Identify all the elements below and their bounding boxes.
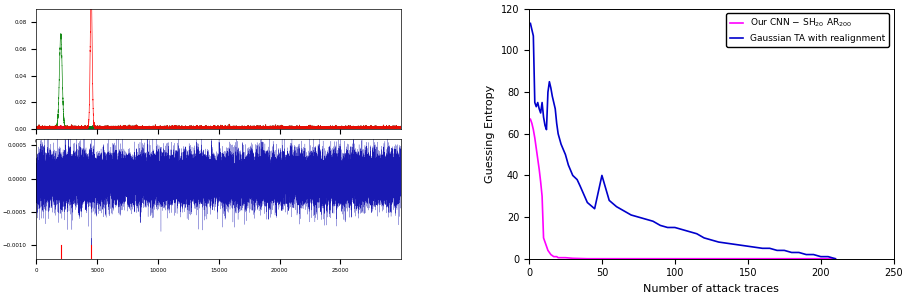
Gaussian TA with realignment	[763, 247, 774, 250]
Gaussian TA with realignment	[525, 22, 536, 25]
Our CNN − SH$_{20}$ AR$_{200}$	[537, 236, 548, 240]
Gaussian TA with realignment	[543, 80, 554, 83]
Our CNN − SH$_{20}$ AR$_{200}$	[539, 240, 550, 244]
Our CNN − SH$_{20}$ AR$_{200}$	[530, 147, 541, 150]
Line: Our CNN − SH$_{20}$ AR$_{200}$: Our CNN − SH$_{20}$ AR$_{200}$	[530, 119, 834, 259]
Our CNN − SH$_{20}$ AR$_{200}$	[542, 249, 553, 252]
Our CNN − SH$_{20}$ AR$_{200}$	[829, 257, 840, 260]
Our CNN − SH$_{20}$ AR$_{200}$	[727, 257, 738, 260]
Gaussian TA with realignment	[669, 226, 680, 229]
Our CNN − SH$_{20}$ AR$_{200}$	[698, 257, 709, 260]
Our CNN − SH$_{20}$ AR$_{200}$	[552, 256, 563, 259]
Our CNN − SH$_{20}$ AR$_{200}$	[596, 257, 607, 260]
Our CNN − SH$_{20}$ AR$_{200}$	[535, 180, 546, 183]
Our CNN − SH$_{20}$ AR$_{200}$	[527, 128, 538, 131]
Our CNN − SH$_{20}$ AR$_{200}$	[548, 255, 558, 258]
Our CNN − SH$_{20}$ AR$_{200}$	[625, 257, 636, 260]
Our CNN − SH$_{20}$ AR$_{200}$	[574, 257, 585, 260]
Our CNN − SH$_{20}$ AR$_{200}$	[540, 245, 551, 248]
Our CNN − SH$_{20}$ AR$_{200}$	[559, 256, 570, 259]
Our CNN − SH$_{20}$ AR$_{200}$	[526, 122, 537, 125]
Gaussian TA with realignment	[829, 257, 840, 260]
Gaussian TA with realignment	[545, 86, 556, 90]
Y-axis label: Guessing Entropy: Guessing Entropy	[485, 85, 495, 183]
Our CNN − SH$_{20}$ AR$_{200}$	[545, 253, 556, 256]
Our CNN − SH$_{20}$ AR$_{200}$	[550, 255, 561, 258]
Our CNN − SH$_{20}$ AR$_{200}$	[669, 257, 680, 260]
Our CNN − SH$_{20}$ AR$_{200}$	[533, 167, 544, 171]
Line: Gaussian TA with realignment: Gaussian TA with realignment	[530, 24, 834, 259]
Our CNN − SH$_{20}$ AR$_{200}$	[547, 254, 558, 257]
Gaussian TA with realignment	[698, 236, 709, 240]
Gaussian TA with realignment	[814, 255, 825, 258]
Our CNN − SH$_{20}$ AR$_{200}$	[532, 157, 543, 161]
Our CNN − SH$_{20}$ AR$_{200}$	[528, 136, 539, 140]
Our CNN − SH$_{20}$ AR$_{200}$	[756, 257, 767, 260]
Our CNN − SH$_{20}$ AR$_{200}$	[785, 257, 796, 260]
Our CNN − SH$_{20}$ AR$_{200}$	[549, 255, 560, 258]
Our CNN − SH$_{20}$ AR$_{200}$	[654, 257, 665, 260]
Our CNN − SH$_{20}$ AR$_{200}$	[610, 257, 621, 260]
Our CNN − SH$_{20}$ AR$_{200}$	[543, 251, 554, 254]
Our CNN − SH$_{20}$ AR$_{200}$	[567, 257, 578, 260]
Our CNN − SH$_{20}$ AR$_{200}$	[536, 195, 547, 198]
Our CNN − SH$_{20}$ AR$_{200}$	[581, 257, 592, 260]
Our CNN − SH$_{20}$ AR$_{200}$	[525, 117, 536, 121]
Our CNN − SH$_{20}$ AR$_{200}$	[640, 257, 650, 260]
Our CNN − SH$_{20}$ AR$_{200}$	[814, 257, 825, 260]
X-axis label: Number of attack traces: Number of attack traces	[643, 284, 778, 294]
Legend: Our CNN $-$ SH$_{20}$ AR$_{200}$, Gaussian TA with realignment: Our CNN $-$ SH$_{20}$ AR$_{200}$, Gaussi…	[725, 13, 888, 46]
